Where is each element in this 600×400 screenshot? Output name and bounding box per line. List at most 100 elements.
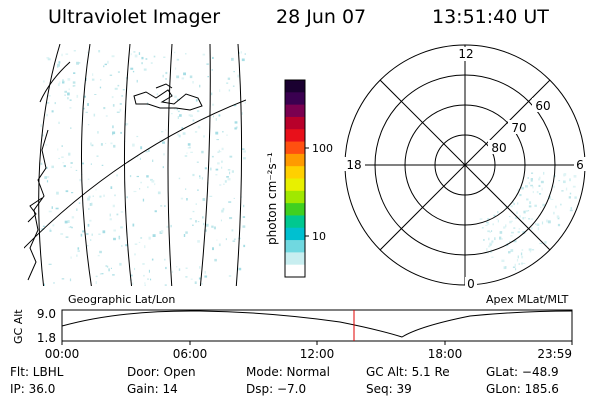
speckle [503,226,506,229]
speckle [202,198,206,201]
speckle [192,173,195,177]
speckle [563,173,567,176]
speckle [234,127,237,130]
speckle [141,56,144,60]
speckle [184,155,188,157]
speckle [164,284,167,286]
speckle [57,148,59,151]
speckle [501,238,503,240]
speckle [496,218,498,220]
speckle [544,241,547,244]
speckle [144,282,146,285]
speckle [85,111,88,113]
speckle [99,250,102,254]
speckle [146,175,149,178]
speckle [491,230,493,232]
info-glon: GLon: 185.6 [486,382,559,396]
speckle [49,230,52,232]
colorbar-segment [285,166,305,179]
speckle [175,67,177,70]
speckle [144,284,146,286]
speckle [185,188,187,190]
speckle [523,210,526,214]
speckle [223,183,225,185]
speckle [77,250,80,252]
mlt-label-0: 0 [467,277,475,291]
speckle [88,195,91,199]
speckle [61,278,65,280]
speckle [517,255,519,259]
speckle [110,142,113,145]
speckle [70,226,72,228]
speckle [479,218,483,220]
altitude-ylabel: GC Alt [12,309,25,344]
speckle [240,51,242,54]
info-glat: GLat: −48.9 [486,365,559,379]
polar-label: Apex MLat/MLT [486,293,569,306]
speckle [204,270,206,274]
speckle [105,142,107,144]
speckle [78,202,81,204]
speckle [111,55,115,58]
speckle [176,266,178,268]
speckle [62,79,64,82]
speckle [70,166,72,168]
speckle [211,69,213,71]
speckle [41,134,44,137]
speckle [231,57,234,61]
speckle [76,94,79,98]
speckle [178,177,181,180]
speckle [67,78,71,81]
speckle [546,219,548,223]
speckle [150,178,153,181]
speckle [154,210,157,213]
speckle [187,143,191,146]
speckle [45,166,48,169]
speckle [244,53,246,55]
speckle [147,278,149,280]
speckle [547,220,551,224]
speckle [534,204,537,207]
speckle [62,162,65,164]
speckle [221,209,224,213]
speckle [212,103,215,106]
altitude-xtick: 12:00 [300,347,335,361]
speckle [219,184,222,186]
speckle [508,216,511,218]
speckle [517,189,520,192]
speckle [171,270,174,273]
speckle [528,248,532,251]
speckle [153,55,156,58]
colorbar-segment [285,141,305,155]
speckle [224,180,227,183]
speckle [91,144,94,147]
speckle [513,240,517,243]
speckle [195,220,197,223]
speckle [199,176,201,179]
speckle [529,250,532,253]
colorbar-segment [285,80,305,93]
speckle [195,203,197,205]
speckle [550,198,554,200]
speckle [130,53,132,56]
speckle [69,107,72,109]
speckle [228,201,232,203]
speckle [177,110,180,113]
speckle [560,203,562,206]
speckle [510,235,513,237]
speckle [186,152,188,154]
speckle [112,104,115,107]
speckle [116,174,118,177]
speckle [557,216,560,220]
speckle [174,95,177,98]
speckle [226,176,229,178]
speckle [119,108,122,112]
speckle [531,172,534,174]
speckle [501,259,505,262]
speckle [528,182,531,185]
speckle [143,274,145,277]
speckle [120,226,123,229]
speckle [181,127,184,130]
speckle [487,230,490,233]
speckle [119,103,122,105]
